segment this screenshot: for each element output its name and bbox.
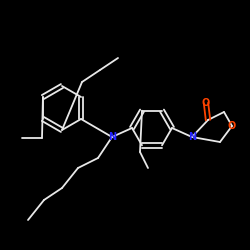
Text: N: N (188, 132, 196, 142)
Text: N: N (108, 132, 116, 142)
Text: O: O (228, 121, 236, 131)
Text: O: O (202, 98, 210, 108)
